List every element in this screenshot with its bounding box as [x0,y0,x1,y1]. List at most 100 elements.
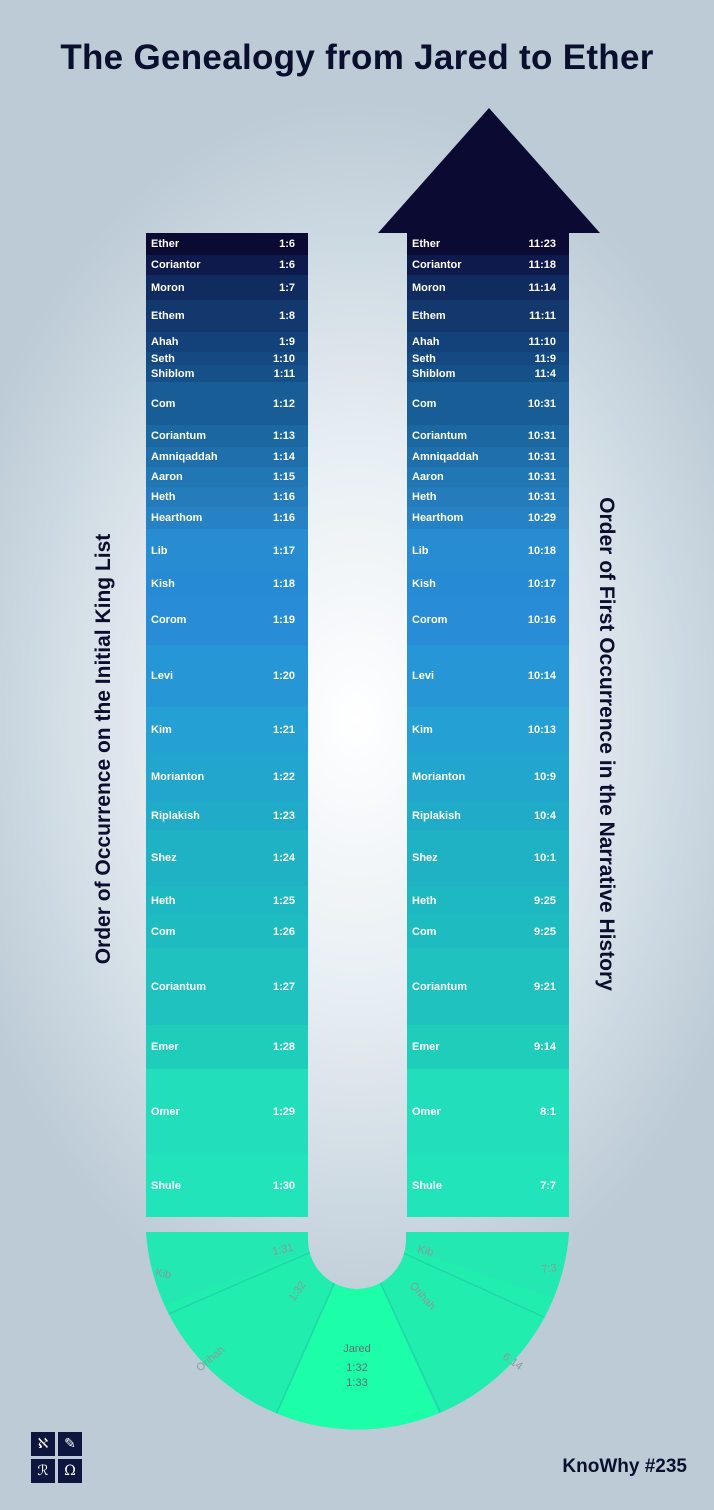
left-row-name: Kish [151,578,175,590]
left-row-ref: 1:7 [279,281,295,294]
right-row: Moron 11:14 [407,275,569,300]
right-row-ref: 11:18 [528,259,556,271]
left-row: Seth 1:10 [146,352,308,365]
left-row-ref: 1:30 [272,1179,295,1192]
left-row-name: Corom [151,614,187,626]
left-row: Coriantum 1:27 [146,948,308,1025]
right-row-name: Heth [412,894,437,907]
left-row-ref: 1:6 [279,259,295,271]
left-row-ref: 1:27 [272,980,295,993]
left-row-name: Aaron [151,471,183,483]
left-row: Morianton 1:22 [146,753,308,801]
right-row-name: Kish [412,578,436,590]
right-row: Ahah 11:10 [407,332,569,352]
left-row: Ether 1:6 [146,233,308,255]
right-row-name: Com [412,397,437,410]
right-row-ref: 11:4 [534,367,556,380]
left-row: Heth 1:25 [146,886,308,915]
right-row-name: Amniqaddah [412,451,479,463]
left-kib-ref: 1:31 [271,1242,294,1258]
left-row-name: Shiblom [151,367,195,380]
right-row-ref: 10:14 [527,670,556,682]
right-row: Aaron 10:31 [407,467,569,487]
right-row: Kim 10:13 [407,707,569,753]
right-row-name: Ahah [412,336,440,348]
right-row: Morianton 10:9 [407,753,569,801]
sector-right-orihah [357,1232,569,1430]
right-row-name: Hearthom [412,512,464,524]
left-row-ref: 1:8 [279,310,295,322]
left-row: Emer 1:28 [146,1025,308,1069]
left-row-name: Lib [151,545,168,557]
right-row-ref: 7:7 [540,1179,556,1192]
left-row-ref: 1:28 [272,1041,295,1053]
left-row: Corom 1:19 [146,595,308,645]
left-row-name: Com [151,925,176,938]
right-row-ref: 10:9 [533,771,556,783]
right-row-ref: 9:25 [533,894,556,907]
left-row-name: Coriantor [151,259,201,271]
right-row-ref: 11:14 [528,281,556,294]
jared-name: Jared [343,1343,371,1355]
right-row: Riplakish 10:4 [407,801,569,830]
right-row-name: Lib [412,545,429,557]
left-row-name: Levi [151,670,174,682]
left-row: Riplakish 1:23 [146,801,308,830]
left-row-ref: 1:16 [272,491,295,503]
left-row-ref: 1:18 [272,578,295,590]
right-row-name: Moron [412,281,446,294]
left-row-name: Omer [151,1105,180,1118]
right-row-name: Coriantum [412,980,467,993]
left-row-name: Ahah [151,336,179,348]
right-row: Shiblom 11:4 [407,365,569,382]
right-row-name: Kim [412,724,433,736]
left-row-name: Hearthom [151,512,203,524]
left-row: Moron 1:7 [146,275,308,300]
right-row: Coriantum 9:21 [407,948,569,1025]
left-row-ref: 1:25 [272,894,295,907]
right-row: Coriantum 10:31 [407,425,569,447]
left-row-name: Amniqaddah [151,451,218,463]
left-row-ref: 1:16 [272,512,295,524]
right-row-name: Heth [412,491,437,503]
left-row-name: Com [151,397,176,410]
right-row-name: Seth [412,352,436,365]
right-row-ref: 10:1 [533,852,556,864]
right-row-name: Corom [412,614,448,626]
right-row-ref: 10:31 [527,491,556,503]
right-row: Coriantor 11:18 [407,255,569,275]
right-row: Ether 11:23 [407,233,569,255]
right-row-ref: 10:16 [527,614,556,626]
left-row: Hearthom 1:16 [146,507,308,529]
right-kib-ref: 7:3 [541,1262,558,1276]
left-row-ref: 1:12 [272,397,295,410]
right-row-name: Omer [412,1105,441,1118]
initial-king-list-column: Ether 1:6 Coriantor 1:6 Moron 1:7 Ethem 1:8 Ahah… [146,233,308,1217]
right-row-ref: 10:18 [527,545,556,557]
knowhy-number: KnoWhy #235 [562,1456,687,1477]
right-row-name: Riplakish [412,809,461,822]
right-row: Levi 10:14 [407,645,569,707]
right-row: Omer 8:1 [407,1069,569,1154]
right-row: Hearthom 10:29 [407,507,569,529]
right-row: Kish 10:17 [407,573,569,595]
left-row-ref: 1:24 [272,852,295,864]
left-row: Amniqaddah 1:14 [146,447,308,467]
sector-left-orihah [146,1232,357,1430]
jared-ref-1: 1:32 [346,1362,367,1374]
left-row-name: Heth [151,894,176,907]
left-row-name: Shule [151,1179,181,1192]
left-row: Coriantor 1:6 [146,255,308,275]
right-row-ref: 10:4 [533,809,556,822]
right-row-name: Ethem [412,310,446,322]
right-row-ref: 9:21 [533,980,556,993]
left-row-ref: 1:6 [279,238,295,250]
left-row-ref: 1:11 [273,367,295,380]
left-row-ref: 1:20 [272,670,295,682]
right-row-ref: 10:17 [527,578,556,590]
right-row-ref: 10:13 [527,724,556,736]
right-row-name: Emer [412,1041,440,1053]
right-row-ref: 10:31 [527,451,556,463]
right-row-ref: 10:31 [527,397,556,410]
